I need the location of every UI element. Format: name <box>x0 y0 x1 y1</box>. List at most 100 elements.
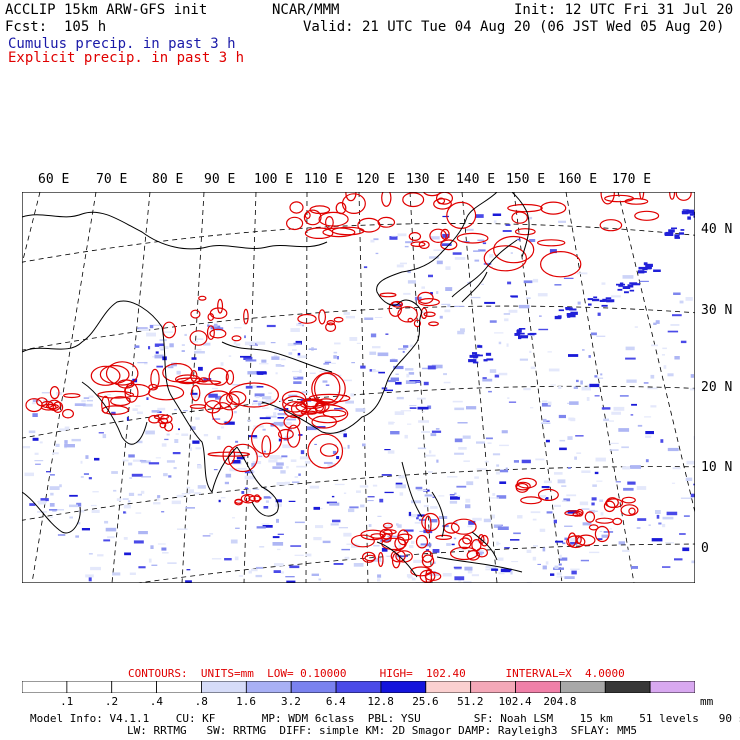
longitude-line <box>358 192 369 583</box>
cumulus-cell <box>286 466 289 469</box>
cumulus-cell <box>212 418 221 420</box>
cumulus-cell <box>349 506 359 509</box>
cumulus-cell <box>306 426 317 431</box>
cumulus-cell <box>645 459 649 463</box>
cumulus-cell <box>191 357 197 360</box>
cumulus-cell <box>286 580 296 583</box>
forecast-hour: Fcst: 105 h <box>5 19 107 35</box>
contour-info: CONTOURS: UNITS=mm LOW= 0.10000 HIGH= 10… <box>128 667 625 680</box>
explicit-contour <box>567 532 577 547</box>
explicit-contour <box>309 205 331 215</box>
cumulus-cell <box>387 450 395 454</box>
cumulus-cell <box>395 482 403 486</box>
cumulus-cell <box>154 354 164 359</box>
cumulus-cell <box>268 459 278 463</box>
cumulus-cell <box>259 546 265 548</box>
cumulus-cell <box>554 472 563 475</box>
cumulus-cell <box>167 562 177 564</box>
cumulus-cell <box>647 387 658 390</box>
cumulus-cell <box>544 420 550 422</box>
cumulus-cell <box>453 537 457 540</box>
cumulus-cell <box>80 460 83 464</box>
cumulus-cell <box>49 486 60 490</box>
cumulus-cell <box>194 492 201 495</box>
cumulus-cell <box>32 399 39 403</box>
cumulus-cell <box>611 411 621 415</box>
cumulus-cell <box>235 343 241 346</box>
cumulus-cell <box>674 356 680 360</box>
cumulus-cell <box>212 387 218 390</box>
explicit-contour <box>227 443 258 473</box>
cumulus-cell <box>398 544 401 548</box>
cumulus-cell <box>116 498 122 501</box>
cumulus-cell <box>331 362 336 364</box>
legend-tick-label: .2 <box>104 695 119 708</box>
explicit-contour <box>423 311 436 318</box>
cumulus-cell <box>643 382 649 384</box>
cumulus-cell <box>656 514 660 519</box>
cumulus-cell <box>330 523 339 526</box>
cumulus-cell <box>275 499 282 503</box>
cumulus-cell <box>581 386 591 391</box>
cumulus-cell <box>453 566 462 569</box>
cumulus-cell <box>324 361 332 364</box>
cumulus-cell <box>148 346 151 350</box>
cumulus-cell <box>35 463 41 465</box>
legend-swatch <box>380 681 427 693</box>
cumulus-cell <box>195 447 202 450</box>
explicit-contour <box>480 534 489 547</box>
cumulus-cell <box>556 572 562 576</box>
cumulus-cell <box>526 216 533 220</box>
cumulus-cell <box>190 392 198 395</box>
cumulus-cell <box>449 500 458 504</box>
cumulus-cell <box>416 516 419 520</box>
longitude-line <box>22 192 41 266</box>
explicit-contour <box>507 203 543 213</box>
cumulus-cell <box>561 500 567 502</box>
cumulus-cell <box>236 456 245 460</box>
longitude-line <box>111 192 151 583</box>
cumulus-cell <box>136 440 143 444</box>
cumulus-cell <box>510 295 518 298</box>
cumulus-cell <box>543 480 552 484</box>
cumulus-cell <box>238 575 243 577</box>
cumulus-cell <box>507 397 510 399</box>
legend-tick-label: 204.8 <box>543 695 577 708</box>
cumulus-cell <box>682 209 689 211</box>
cumulus-cell <box>157 543 166 545</box>
cumulus-cell <box>188 489 194 494</box>
cumulus-cell <box>492 493 496 496</box>
explicit-contour <box>394 536 406 551</box>
cumulus-cell <box>561 485 567 487</box>
cumulus-cell <box>457 330 465 335</box>
cumulus-cell <box>173 467 177 470</box>
cumulus-cell <box>404 434 408 439</box>
cumulus-cell <box>181 433 189 436</box>
cumulus-cell <box>160 348 164 351</box>
cumulus-cell <box>593 296 598 299</box>
cumulus-cell <box>381 474 392 476</box>
cumulus-cell <box>289 565 300 569</box>
explicit-contour <box>150 368 160 389</box>
cumulus-cell <box>468 520 476 525</box>
explicit-contour <box>333 316 344 323</box>
cumulus-cell <box>153 324 163 326</box>
cumulus-cell <box>587 384 591 389</box>
explicit-contour <box>282 395 308 413</box>
cumulus-cell <box>590 332 597 336</box>
cumulus-cell <box>617 288 623 291</box>
cumulus-cell <box>128 454 135 458</box>
explicit-contour <box>225 369 235 385</box>
cumulus-cell <box>539 495 546 498</box>
cumulus-cell <box>493 220 497 224</box>
cumulus-cell <box>373 557 382 562</box>
cumulus-cell <box>594 471 599 475</box>
cumulus-cell <box>498 341 502 345</box>
cumulus-cell <box>22 446 31 449</box>
cumulus-cell <box>196 348 202 351</box>
cumulus-cell <box>290 459 297 462</box>
cumulus-cell <box>558 309 564 312</box>
cumulus-cell <box>638 270 645 274</box>
cumulus-cell <box>409 545 414 549</box>
cumulus-cell <box>232 517 235 519</box>
